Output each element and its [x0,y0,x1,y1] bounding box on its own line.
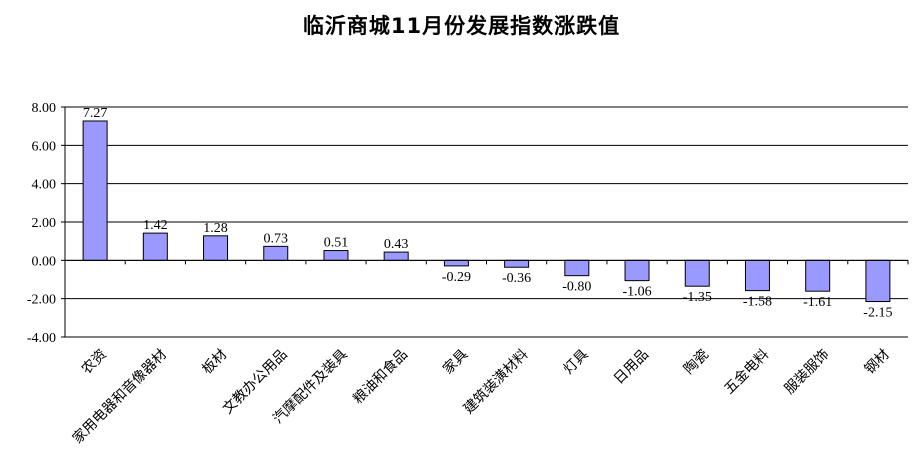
category-label: 灯具 [561,347,592,378]
data-labels: 7.27 1.42 1.28 0.73 0.51 0.43 -0.29 -0.36 -0.80 -… [83,106,893,321]
data-label: -1.61 [803,295,832,310]
category-label: 陶瓷 [681,347,712,378]
category-label: 家具 [439,346,471,378]
data-label: 1.28 [203,221,228,236]
data-label: 0.43 [384,237,409,252]
bar [805,259,831,292]
bar [865,259,891,303]
bar [504,259,530,268]
data-label: 0.73 [264,231,289,246]
category-label: 板材 [199,347,230,378]
y-tick-label: -4.00 [27,331,56,346]
bar [82,120,108,261]
bar [624,259,650,282]
category-labels: 农资家用电器和音像器材 板材文教办公用品汽摩配件及装具 粮油和食品 家具建筑装潢材料灯… [69,346,893,447]
category-label: 日用品 [611,347,652,388]
category-label: 服装服饰 [782,347,833,398]
bar [263,245,289,261]
category-label: 钢材 [862,347,893,378]
data-label: 1.42 [143,218,168,233]
data-label: -0.29 [442,270,471,285]
bar [564,259,590,277]
axes: 8.00 6.00 4.00 2.00 0.00 -2.00 -4.00 [27,101,909,346]
data-label: -1.58 [743,295,772,310]
gridlines [65,106,908,300]
bar [203,235,229,261]
data-label: -2.15 [863,306,892,321]
bar [383,251,409,261]
y-tick-label: 6.00 [32,139,57,154]
y-tick-label: 4.00 [32,178,57,193]
data-label: -0.36 [502,271,531,286]
y-tick-label: -2.00 [27,293,56,308]
y-tick-label: 2.00 [32,216,57,231]
bar [744,259,770,292]
data-label: -1.35 [683,290,712,305]
data-label: -1.06 [622,285,651,300]
category-label: 五金电料 [721,347,772,398]
data-label: 7.27 [83,106,108,121]
bars [82,120,891,303]
chart-title: 临沂商城11月份发展指数涨跌值 [302,14,621,38]
bar [323,250,349,261]
bar [142,232,168,261]
category-label: 建筑装潢材料 [461,347,532,418]
category-label: 粮油和食品 [349,346,411,408]
bar [684,259,710,287]
category-label: 农资 [79,347,110,378]
y-tick-label: 8.00 [32,101,57,116]
data-label: 0.51 [324,236,349,251]
y-tick-label: 0.00 [32,254,57,269]
bar [443,259,469,267]
data-label: -0.80 [562,280,591,295]
